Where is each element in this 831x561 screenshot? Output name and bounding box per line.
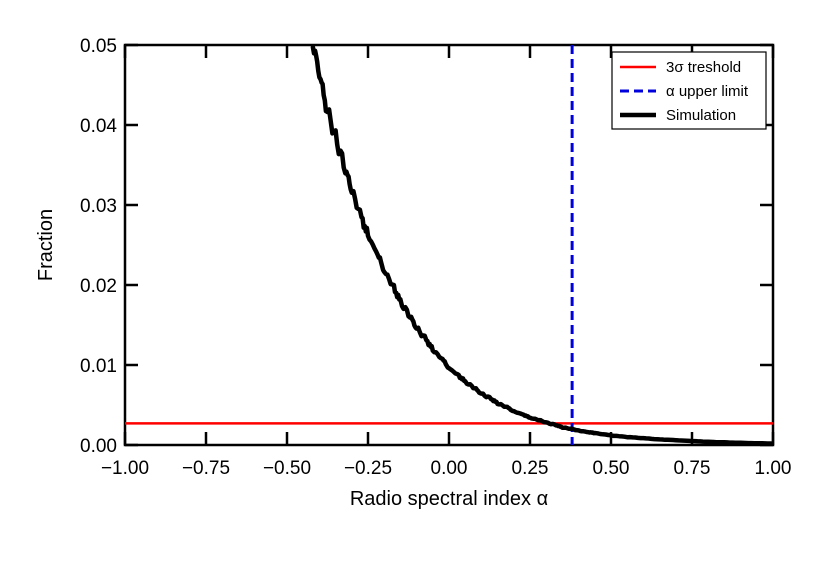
x-tick-label: 1.00	[755, 458, 792, 479]
y-axis-label: Fraction	[35, 209, 57, 281]
x-tick-label: 0.00	[431, 458, 468, 479]
x-tick-label: −0.50	[263, 458, 311, 479]
legend-label-simulation: Simulation	[666, 107, 736, 124]
y-tick-label: 0.00	[80, 436, 117, 457]
y-axis-tick-labels: 0.00 0.01 0.02 0.03 0.04 0.05	[80, 36, 117, 457]
legend: 3σ treshold α upper limit Simulation	[611, 51, 767, 130]
plot-area	[125, 45, 773, 445]
x-axis-tick-labels: −1.00 −0.75 −0.50 −0.25 0.00 0.25 0.50 0.75 1.00	[101, 458, 792, 479]
y-tick-label: 0.01	[80, 356, 117, 377]
x-axis-label: Radio spectral index α	[350, 488, 548, 510]
x-tick-label: −0.75	[182, 458, 230, 479]
y-tick-label: 0.02	[80, 276, 117, 297]
y-tick-label: 0.04	[80, 116, 117, 137]
x-tick-label: 0.25	[512, 458, 549, 479]
legend-label-upper-limit: α upper limit	[666, 83, 749, 100]
x-tick-label: −1.00	[101, 458, 149, 479]
x-tick-label: 0.50	[593, 458, 630, 479]
y-tick-label: 0.03	[80, 196, 117, 217]
y-tick-label: 0.05	[80, 36, 117, 57]
x-tick-label: 0.75	[674, 458, 711, 479]
x-tick-label: −0.25	[344, 458, 392, 479]
legend-label-threshold: 3σ treshold	[666, 59, 741, 76]
simulation-line	[310, 45, 773, 445]
